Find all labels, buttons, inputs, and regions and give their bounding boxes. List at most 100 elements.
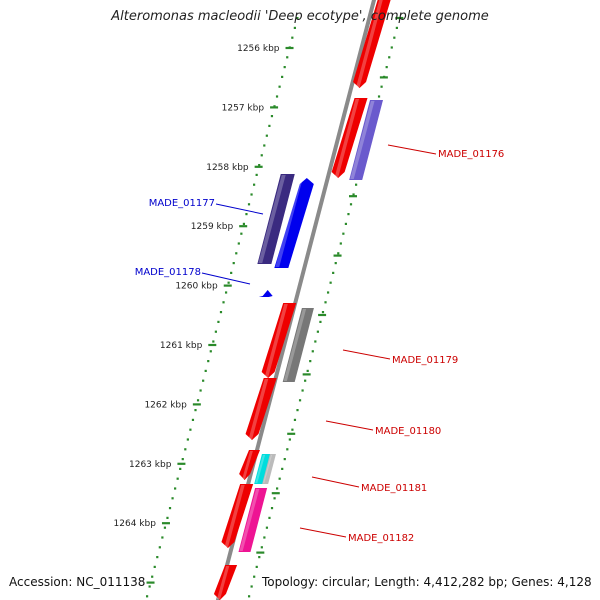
gene-label-made-01180: MADE_01180 — [375, 426, 441, 437]
tick-dot — [148, 585, 151, 588]
tick-dot — [255, 173, 258, 176]
tick-dot — [283, 66, 286, 69]
tick-dot — [316, 330, 319, 333]
tick-dot — [380, 85, 383, 88]
tick-dot — [191, 418, 195, 421]
tick-dot — [395, 26, 398, 29]
gene-label-made-01182: MADE_01182 — [348, 533, 414, 544]
gene-label-made-01178: MADE_01178 — [135, 267, 201, 278]
tick-dot — [321, 311, 325, 314]
tick-dot — [227, 281, 230, 284]
gene-made-01178 — [258, 290, 273, 297]
tick-dot — [265, 526, 269, 529]
gene-made-01177-dark — [257, 174, 295, 264]
gene-made-01181-cyan — [254, 454, 271, 484]
tick-dot — [253, 183, 256, 186]
tick-dot — [326, 291, 330, 294]
tick-dot — [176, 477, 179, 480]
tick-dot — [212, 340, 215, 343]
tick-dot — [255, 565, 258, 568]
tick-dot — [288, 438, 291, 441]
gene-made-01179-gray — [282, 308, 314, 382]
tick-dot — [339, 242, 342, 245]
tick-dot — [291, 36, 294, 39]
leader-line — [215, 203, 264, 215]
tick-label: 1256 kbp — [237, 44, 280, 54]
tick-dot — [342, 232, 345, 235]
leader-line — [299, 527, 347, 538]
gene-forward-top — [353, 0, 391, 88]
gene-made-01182-magenta — [238, 488, 268, 552]
tick-dot — [270, 507, 274, 510]
tick-dot — [260, 546, 263, 549]
gene-forward-bottom — [213, 565, 238, 600]
gene-made-01176-red — [331, 98, 368, 178]
accession-text: Accession: NC_011138 — [9, 575, 146, 589]
tick-dot — [296, 17, 299, 20]
tick-label: 1260 kbp — [175, 282, 218, 292]
tick-dot — [293, 418, 297, 421]
tick-dot — [235, 252, 238, 255]
tick-dot — [158, 546, 161, 549]
gene-label-made-01176: MADE_01176 — [438, 149, 504, 160]
gene-features — [213, 0, 391, 600]
tick-label: 1264 kbp — [114, 519, 157, 529]
tick-dot — [222, 301, 225, 304]
tick-dot — [293, 26, 296, 29]
tick-dot — [337, 252, 340, 255]
tick-dot — [186, 438, 189, 441]
tick-dot — [324, 301, 327, 304]
tick-dot — [276, 487, 279, 490]
tick-dot — [237, 242, 240, 245]
gene-made-01180 — [245, 378, 277, 440]
leader-line — [201, 272, 251, 285]
tick-dot — [247, 595, 251, 598]
tick-dot — [263, 536, 266, 539]
tick-dot — [168, 507, 172, 510]
tick-dot — [268, 516, 271, 519]
tick-dot — [377, 95, 381, 98]
tick-dot — [184, 448, 187, 451]
tick-dot — [156, 556, 159, 559]
tick-dot — [309, 360, 312, 363]
tick-label: 1257 kbp — [222, 103, 265, 113]
tick-dot — [194, 409, 197, 412]
tick-dot — [263, 144, 266, 147]
tick-dot — [253, 575, 256, 578]
gene-label-made-01179: MADE_01179 — [392, 355, 458, 366]
gene-labels: MADE_01176 MADE_01177 MADE_01178 MADE_01179… — [135, 149, 505, 544]
tick-label: 1263 kbp — [129, 460, 172, 470]
tick-dot — [301, 389, 304, 392]
genome-summary-text: Topology: circular; Length: 4,412,282 bp… — [262, 575, 592, 589]
tick-dot — [265, 134, 268, 137]
tick-dot — [242, 222, 246, 225]
tick-dot — [298, 399, 302, 402]
tick-dot — [306, 369, 309, 372]
tick-dot — [283, 458, 286, 461]
tick-dot — [273, 497, 276, 500]
tick-dot — [202, 379, 205, 382]
tick-dot — [171, 497, 174, 500]
tick-dot — [230, 271, 233, 274]
tick-dot — [332, 271, 335, 274]
tick-dot — [161, 536, 164, 539]
tick-dot — [319, 320, 322, 323]
tick-dot — [344, 222, 348, 225]
tick-dot — [204, 369, 207, 372]
gene-label-made-01181: MADE_01181 — [361, 483, 427, 494]
tick-dot — [260, 154, 263, 157]
tick-dot — [270, 115, 274, 118]
tick-dot — [250, 193, 253, 196]
tick-dot — [268, 124, 271, 127]
tick-dot — [219, 311, 223, 314]
tick-dot — [349, 203, 353, 206]
tick-dot — [304, 379, 307, 382]
tick-dot — [296, 409, 299, 412]
tick-dot — [393, 36, 396, 39]
leader-line — [342, 349, 391, 360]
tick-dot — [247, 203, 251, 206]
leader-line — [311, 476, 360, 488]
gene-made-01181-red — [239, 450, 260, 480]
tick-dot — [145, 595, 149, 598]
